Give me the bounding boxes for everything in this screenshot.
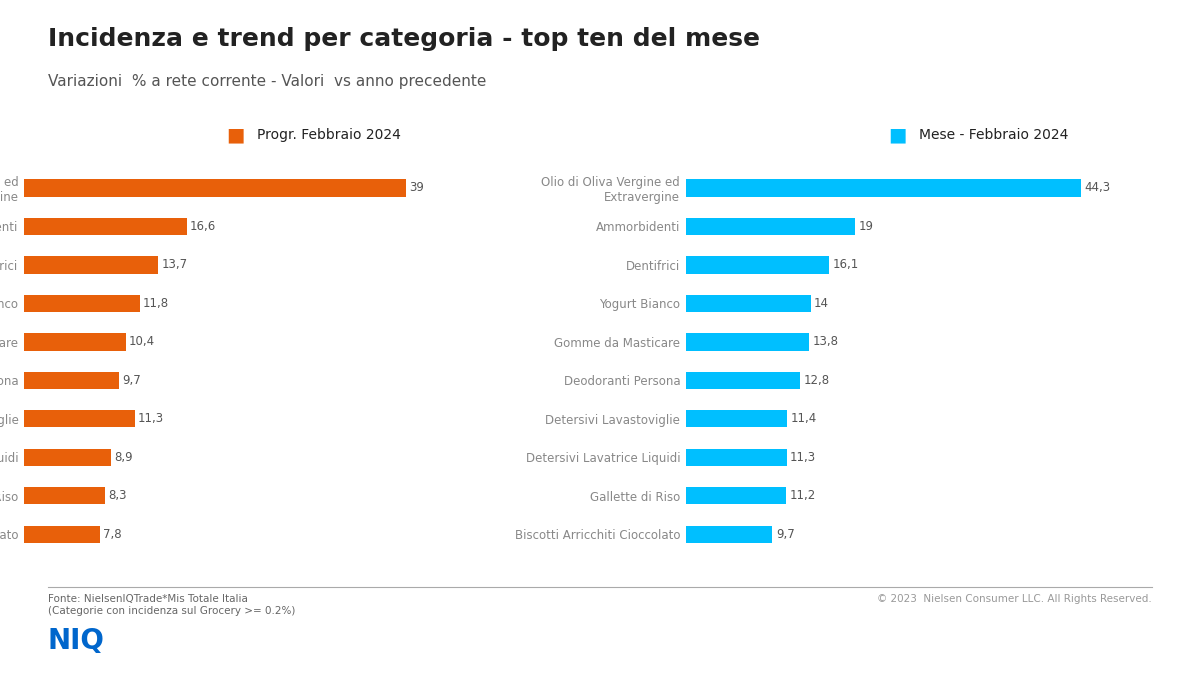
Bar [685, 526, 773, 543]
Bar [24, 256, 158, 273]
Bar [24, 449, 112, 466]
Text: 11,4: 11,4 [791, 412, 817, 425]
Text: 8,3: 8,3 [108, 489, 127, 502]
Bar [24, 372, 119, 389]
Bar [685, 218, 856, 235]
Bar [685, 295, 810, 312]
Text: 19: 19 [859, 220, 874, 233]
Text: 16,6: 16,6 [190, 220, 216, 233]
Bar [685, 180, 1081, 196]
Text: 13,7: 13,7 [161, 259, 187, 271]
Text: © 2023  Nielsen Consumer LLC. All Rights Reserved.: © 2023 Nielsen Consumer LLC. All Rights … [877, 594, 1152, 604]
Text: 8,9: 8,9 [114, 451, 133, 464]
Bar [685, 333, 809, 350]
Bar [24, 487, 106, 504]
Text: 9,7: 9,7 [776, 528, 794, 541]
Bar [685, 449, 786, 466]
Text: 11,2: 11,2 [790, 489, 816, 502]
Text: Mese - Febbraio 2024: Mese - Febbraio 2024 [919, 128, 1068, 142]
Text: 7,8: 7,8 [103, 528, 122, 541]
Bar [24, 333, 126, 350]
Bar [24, 218, 187, 235]
Bar [685, 410, 787, 427]
Bar [685, 256, 829, 273]
Text: 16,1: 16,1 [833, 259, 859, 271]
Bar [24, 180, 407, 196]
Text: 13,8: 13,8 [812, 335, 839, 348]
Text: 12,8: 12,8 [804, 374, 829, 387]
Text: 14: 14 [814, 297, 829, 310]
Bar [24, 410, 134, 427]
Text: 11,3: 11,3 [790, 451, 816, 464]
Text: 11,3: 11,3 [138, 412, 164, 425]
Text: 44,3: 44,3 [1084, 182, 1110, 194]
Text: 11,8: 11,8 [143, 297, 169, 310]
Text: 10,4: 10,4 [128, 335, 155, 348]
Bar [685, 372, 800, 389]
Text: 39: 39 [409, 182, 424, 194]
Text: ■: ■ [888, 126, 907, 144]
Text: Fonte: NielsenIQTrade*Mis Totale Italia
(Categorie con incidenza sul Grocery >= : Fonte: NielsenIQTrade*Mis Totale Italia … [48, 594, 295, 616]
Bar [685, 487, 786, 504]
Bar [24, 526, 101, 543]
Text: Variazioni  % a rete corrente - Valori  vs anno precedente: Variazioni % a rete corrente - Valori vs… [48, 74, 486, 89]
Text: NIQ: NIQ [48, 627, 104, 655]
Text: Incidenza e trend per categoria - top ten del mese: Incidenza e trend per categoria - top te… [48, 27, 760, 51]
Bar [24, 295, 139, 312]
Text: Progr. Febbraio 2024: Progr. Febbraio 2024 [257, 128, 401, 142]
Text: 9,7: 9,7 [122, 374, 140, 387]
Text: ■: ■ [227, 126, 245, 144]
